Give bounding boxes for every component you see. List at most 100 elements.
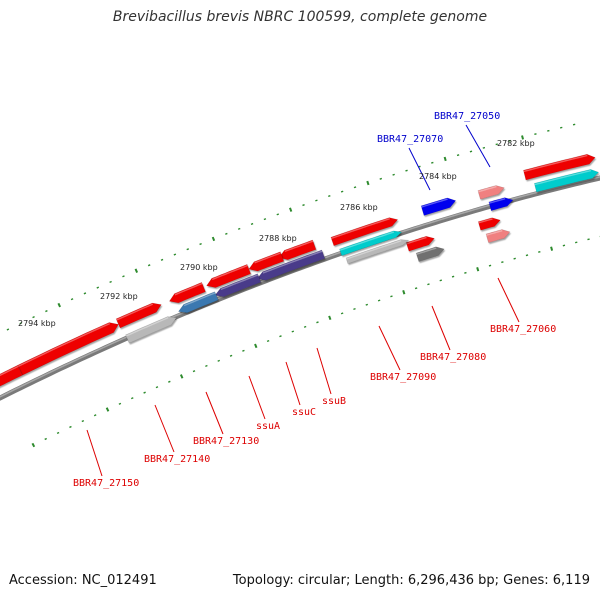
inner-ruler-tick [242,349,245,352]
inner-ruler-tick [402,290,406,295]
gene-arrow-highlight [421,198,448,208]
gene-arrow [415,246,445,262]
label-leader-line [86,429,103,477]
backbone-highlight [0,176,600,398]
label-leader-lines [86,124,520,477]
gene-arrow [420,197,457,216]
gene-arrow-highlight [339,231,395,251]
outer-ruler-tick [225,232,228,235]
kbp-label: 2794 kbp [18,319,56,328]
outer-ruler-ticks [6,123,576,331]
outer-ruler-tick [134,268,139,273]
inner-ruler-tick [130,397,134,400]
label-leader-line [408,147,431,191]
label-leader-line [154,404,175,453]
gene-arrow [477,217,501,231]
gene-features [0,153,600,387]
gene-arrow-highlight [183,292,216,307]
gene-label: BBR47_27090 [370,372,436,383]
gene-label: ssuB [322,396,346,407]
label-leader-line [316,347,332,395]
map-title: Brevibacillus brevis NBRC 100599, comple… [112,9,488,25]
outer-ruler-tick [237,227,241,230]
outer-ruler-tick [186,248,190,251]
inner-ruler-tick [56,431,60,435]
inner-ruler-tick [229,354,233,357]
outer-ruler-tick [96,286,100,289]
gene-arrow [177,291,219,314]
gene-label: BBR47_27130 [193,436,259,447]
inner-ruler-tick [550,246,554,251]
gene-arrow [523,153,596,181]
inner-ruler-tick [179,374,184,379]
label-leader-line [205,391,224,435]
inner-ruler-tick [205,364,208,368]
gene-label: BBR47_27060 [490,324,556,335]
kbp-label: 2792 kbp [100,292,138,301]
inner-ruler-tick [192,370,196,373]
gene-arrow-highlight [174,282,203,296]
gene-label: BBR47_27070 [377,134,443,145]
topology-stats-text: Topology: circular; Length: 6,296,436 bp… [232,573,590,588]
backbone-arc [0,175,600,401]
inner-ruler-ticks [31,235,600,448]
gene-arrow [405,235,435,252]
gene-arrow [477,185,505,200]
gene-arrow-highlight [478,185,497,193]
label-leader-line [285,361,301,406]
inner-ruler-tick [217,359,221,362]
gene-arrow [330,217,399,247]
inner-ruler-tick [328,315,332,321]
inner-ruler-tick [81,419,85,423]
kbp-label: 2786 kbp [340,203,378,212]
gene-arrow-highlight [488,198,506,204]
gene-arrow [278,239,317,261]
gene-arrow [248,251,285,272]
kbp-label: 2790 kbp [180,263,218,272]
inner-ruler-tick [93,414,97,417]
outer-ruler-tick [83,292,87,295]
gene-arrow-highlight [211,264,248,281]
outer-ruler-tick [45,309,48,313]
gene-arrow-highlight [220,274,259,291]
inner-ruler-tick [476,267,480,272]
gene-label: ssuA [256,421,280,432]
gene-arrow-highlight [0,365,19,377]
gene-arrow-highlight [331,218,390,240]
label-leader-line [431,305,451,351]
inner-ruler-tick [143,391,146,394]
outer-ruler-tick [199,242,202,246]
outer-ruler-tick [32,316,35,319]
gene-arrow [17,322,119,376]
outer-ruler-tick [443,156,447,162]
gene-arrow [488,197,514,212]
outer-ruler-tick [147,264,151,267]
gene-arrow [0,364,23,387]
gene-label: BBR47_27050 [434,111,500,122]
inner-ruler-tick [44,437,48,441]
label-leader-line [378,325,401,371]
gene-arrow [345,239,410,264]
gene-arrow [168,282,206,304]
outer-ruler-tick [211,236,216,242]
kbp-label: 2784 kbp [419,172,457,181]
inner-ruler-tick [69,425,72,429]
gene-arrow-highlight [534,169,592,186]
outer-ruler-tick [122,275,125,278]
gene-arrow-highlight [486,230,503,236]
kbp-label: 2788 kbp [259,234,297,243]
gene-label: BBR47_27140 [144,454,210,465]
gene-arrow [339,230,403,257]
gene-arrow [533,169,600,193]
inner-ruler-tick [279,335,282,338]
gene-arrow [115,302,162,329]
outer-ruler-tick [6,328,10,331]
gene-arrow [206,264,252,288]
kbp-labels: 2782 kbp 2784 kbp 2786 kbp 2788 kbp 2790 kbp… [18,139,535,328]
label-leader-line [497,277,520,323]
outer-ruler-tick [289,207,293,212]
gene-arrow [485,229,511,243]
gene-label: BBR47_27150 [73,478,139,489]
kbp-label: 2782 kbp [497,139,535,148]
